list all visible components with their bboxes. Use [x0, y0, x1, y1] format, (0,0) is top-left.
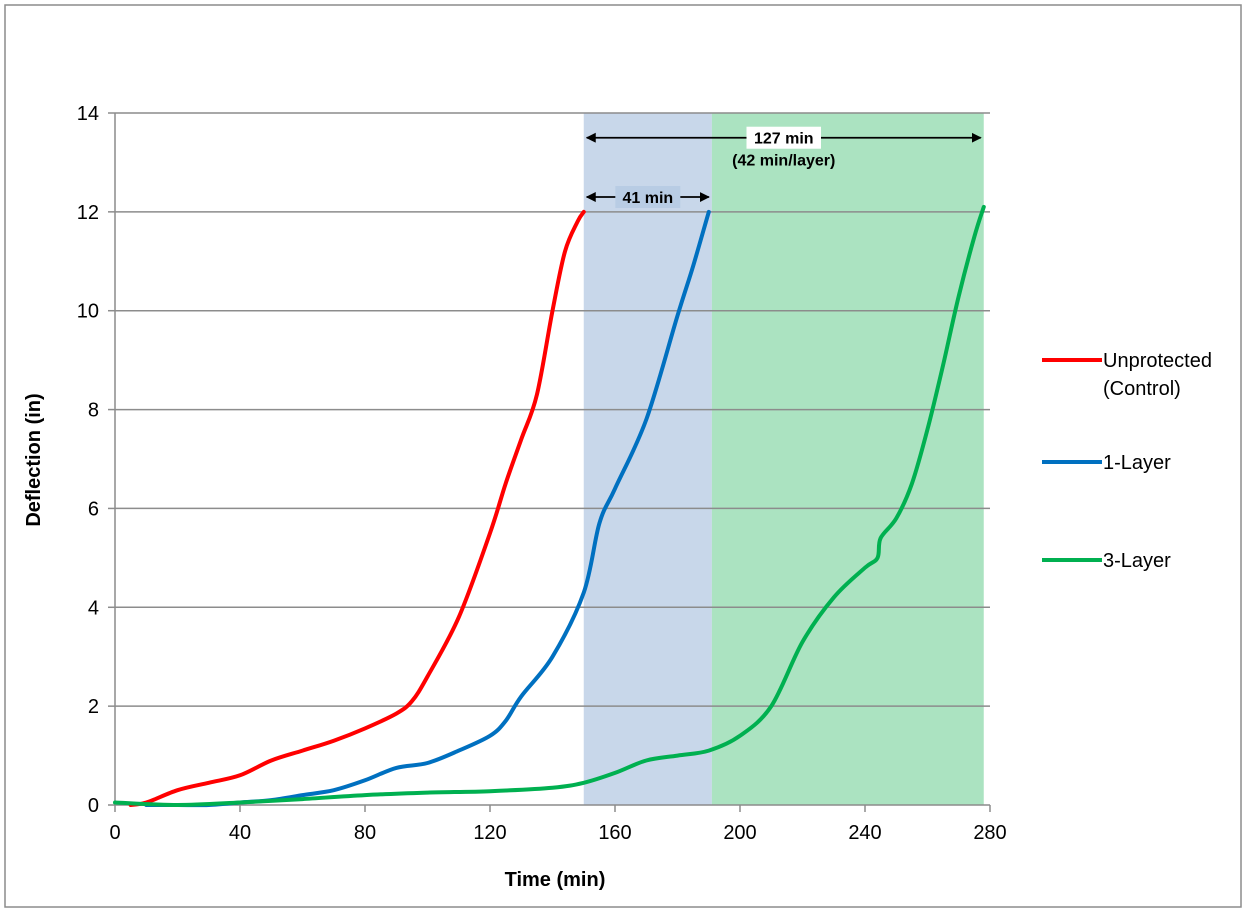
x-tick-label-40: 40 [229, 822, 251, 844]
x-tick-label-240: 240 [848, 822, 881, 844]
legend-item-unprotected: Unprotected (Control) [1042, 350, 1212, 400]
x-tick-label-160: 160 [598, 822, 631, 844]
x-tick-label-200: 200 [723, 822, 756, 844]
legend-label-1-line-1: Unprotected [1103, 350, 1212, 372]
y-tick-label-10: 10 [77, 301, 99, 323]
legend-item-3-layer: 3-Layer [1042, 550, 1171, 572]
y-tick-label-12: 12 [77, 202, 99, 224]
annotation-label-bg-2 [746, 126, 821, 149]
x-tick-label-280: 280 [973, 822, 1006, 844]
y-tick-label-0: 0 [88, 795, 99, 817]
y-tick-label-2: 2 [88, 696, 99, 718]
annotation-sublabel-2: (42 min/layer) [732, 153, 835, 170]
x-tick-label-0: 0 [109, 822, 120, 844]
y-tick-label-8: 8 [88, 400, 99, 422]
annotation-label-bg-1 [615, 186, 681, 209]
legend-item-1-layer: 1-Layer [1042, 452, 1171, 474]
x-tick-label-120: 120 [473, 822, 506, 844]
shaded-region-1 [583, 113, 712, 805]
y-tick-label-4: 4 [88, 597, 99, 619]
legend-label-3: 3-Layer [1103, 550, 1171, 572]
series-line-3-layer [113, 204, 986, 807]
legend-label-1-line-2: (Control) [1103, 378, 1181, 400]
legend-label-2: 1-Layer [1103, 452, 1171, 474]
y-axis-title: Deflection (in) [23, 393, 45, 526]
annotation-label-1: 41 min [622, 190, 673, 207]
x-axis-title: Time (min) [505, 869, 606, 891]
x-tick-label-80: 80 [354, 822, 376, 844]
annotation-label-2: 127 min [754, 131, 814, 148]
y-tick-label-6: 6 [88, 498, 99, 520]
y-tick-label-14: 14 [77, 103, 99, 125]
series-line-unprotected [128, 209, 586, 807]
shaded-region-2 [711, 113, 984, 805]
